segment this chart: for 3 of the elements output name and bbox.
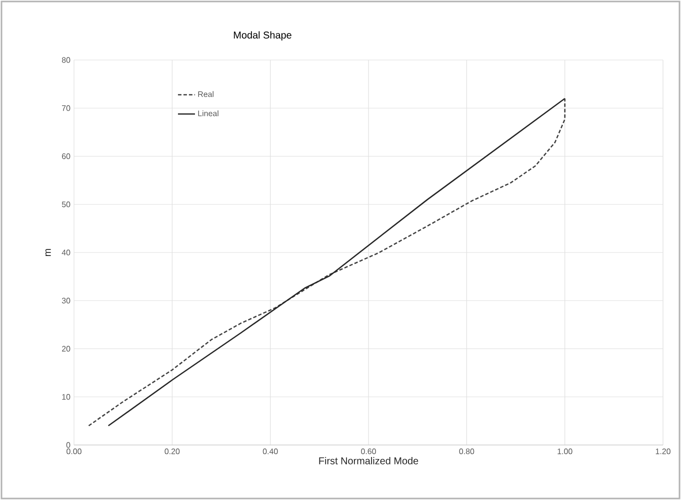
y-axis-title: m [45,249,51,256]
x-axis-title: First Normalized Mode [319,457,418,464]
chart-title: Modal Shape [234,31,292,41]
